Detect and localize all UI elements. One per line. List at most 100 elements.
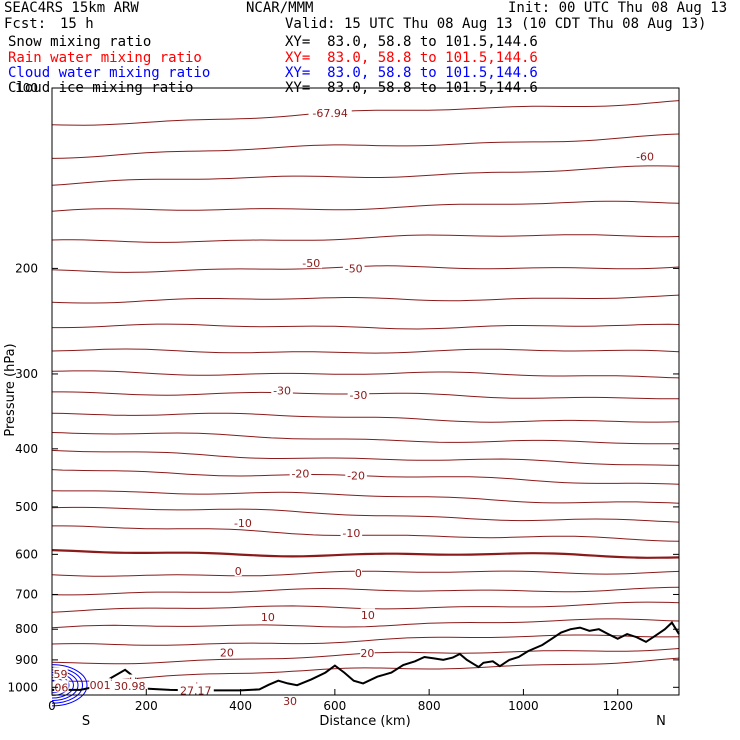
field-name-snow: Snow mixing ratio [8, 34, 152, 50]
contour-label: -10 [342, 527, 360, 540]
x-tick-label: 0 [48, 699, 56, 713]
isotherm-line [51, 490, 680, 504]
contour-label: -20 [347, 469, 365, 482]
field-xy-cloud-water: XY= 83.0, 58.8 to 101.5,144.6 [285, 65, 538, 81]
isotherm-line [51, 506, 680, 523]
isotherm-line [51, 549, 680, 559]
contour-label-bg [53, 667, 68, 680]
isotherm-line [51, 234, 680, 243]
isotherm-line [51, 100, 680, 126]
isotherm-line [51, 348, 680, 354]
contour-label-bg [232, 516, 254, 529]
model-title: SEAC4RS 15km ARW [4, 0, 139, 16]
y-tick-label: 200 [15, 261, 38, 275]
contour-label: -30 [273, 385, 291, 398]
contour-label-bg [111, 679, 148, 692]
contour-label-bg [234, 564, 242, 577]
contour-label-bg [271, 383, 293, 396]
field-name-cloud-water: Cloud water mixing ratio [8, 65, 211, 81]
contour-label-bg [54, 680, 69, 693]
x-axis-title: Distance (km) [319, 714, 410, 729]
contour-label: -60 [636, 150, 654, 163]
isotherm-line [51, 586, 680, 596]
contour-label-bg [308, 105, 352, 118]
field-name-rain: Rain water mixing ratio [8, 50, 202, 66]
x-tick-label: 400 [229, 699, 252, 713]
y-axis-title: Pressure (hPa) [3, 343, 18, 436]
y-tick-label-top: 100 [15, 81, 38, 95]
isotherm-line [51, 618, 680, 629]
contour-label: 30.98 [114, 680, 146, 693]
contour-label: 27.17 [180, 684, 212, 697]
field-xy-snow: XY= 83.0, 58.8 to 101.5,144.6 [285, 34, 538, 50]
y-tick-label: 300 [15, 367, 38, 381]
field-xy-rain: XY= 83.0, 58.8 to 101.5,144.6 [285, 50, 538, 66]
contour-label: 10 [261, 611, 275, 624]
isotherm-line [51, 165, 680, 186]
contour-label-bg [354, 566, 363, 579]
y-tick-label: 900 [15, 653, 38, 667]
contour-label: -10 [234, 517, 252, 530]
contour-label: 30 [283, 695, 297, 708]
contour-label-bg [282, 694, 298, 707]
contour-label-bg [177, 683, 214, 696]
isotherm-line [51, 265, 680, 273]
contour-label-bg [347, 387, 370, 400]
y-tick-label: 1000 [7, 680, 38, 694]
contour-label-bg [634, 149, 656, 162]
contour-label-bg [342, 261, 365, 274]
isotherm-line [51, 133, 680, 159]
terrain-line [52, 621, 680, 692]
y-tick-label: 400 [15, 442, 38, 456]
contour-label-bg [340, 526, 363, 539]
isotherm-line [51, 657, 680, 682]
isotherm-line [51, 634, 680, 646]
axes: 0 200 400 600 800 1000 12002003004005006007008… [7, 81, 679, 713]
contour-label: -30 [349, 389, 367, 402]
contour-label: -67.94 [312, 107, 347, 120]
contour-label: 06 [54, 681, 68, 694]
isotherm-line [51, 294, 680, 304]
x-tick-label: 600 [323, 699, 346, 713]
forecast-value: 15 h [60, 16, 94, 32]
endpoint-north-label: N [656, 714, 666, 729]
isotherm-line [51, 370, 680, 379]
contour-label-bg [89, 678, 111, 691]
contour-label: 59 [53, 668, 67, 681]
contour-label-bg [260, 609, 276, 622]
contour-label: -50 [302, 257, 320, 270]
contour-labels: -67.94-60-50 -50-30 -30-20 -20-10-100 010 102… [53, 105, 656, 708]
plot-frame [51, 87, 680, 696]
x-tick-label: 1200 [602, 699, 633, 713]
terrain-profile [52, 621, 680, 692]
endpoint-south-label: S [82, 714, 90, 729]
contour-label-bg [345, 468, 367, 481]
contour-label-bg [219, 645, 235, 658]
isotherm-line [51, 432, 679, 445]
cloud-water-contour [51, 664, 88, 707]
x-tick-label: 800 [418, 699, 441, 713]
contour-label: 20 [220, 647, 234, 660]
y-tick-label: 800 [15, 622, 38, 636]
isotherm-line [51, 449, 680, 466]
contour-label-bg [360, 608, 376, 621]
x-tick-label: 1000 [508, 699, 539, 713]
valid-time: Valid: 15 UTC Thu 08 Aug 13 (10 CDT Thu … [285, 16, 707, 32]
y-tick-label: 700 [15, 587, 38, 601]
contour-label: 0 [355, 567, 362, 580]
isotherm-line [51, 570, 680, 577]
contour-label-bg [300, 256, 323, 269]
contour-label: 0 [235, 565, 242, 578]
contour-label: -50 [345, 262, 363, 275]
org-label: NCAR/MMM [246, 0, 314, 16]
init-time: Init: 00 UTC Thu 08 Aug 13 [508, 0, 728, 16]
contour-label: 10 [361, 609, 375, 622]
x-tick-label: 200 [135, 699, 158, 713]
y-tick-label: 500 [15, 500, 38, 514]
contour-label: 20 [360, 647, 374, 660]
isotherm-line [52, 323, 680, 330]
y-tick-label: 600 [15, 547, 38, 561]
isotherm-line [51, 200, 680, 212]
contour-label-bg [360, 646, 375, 659]
